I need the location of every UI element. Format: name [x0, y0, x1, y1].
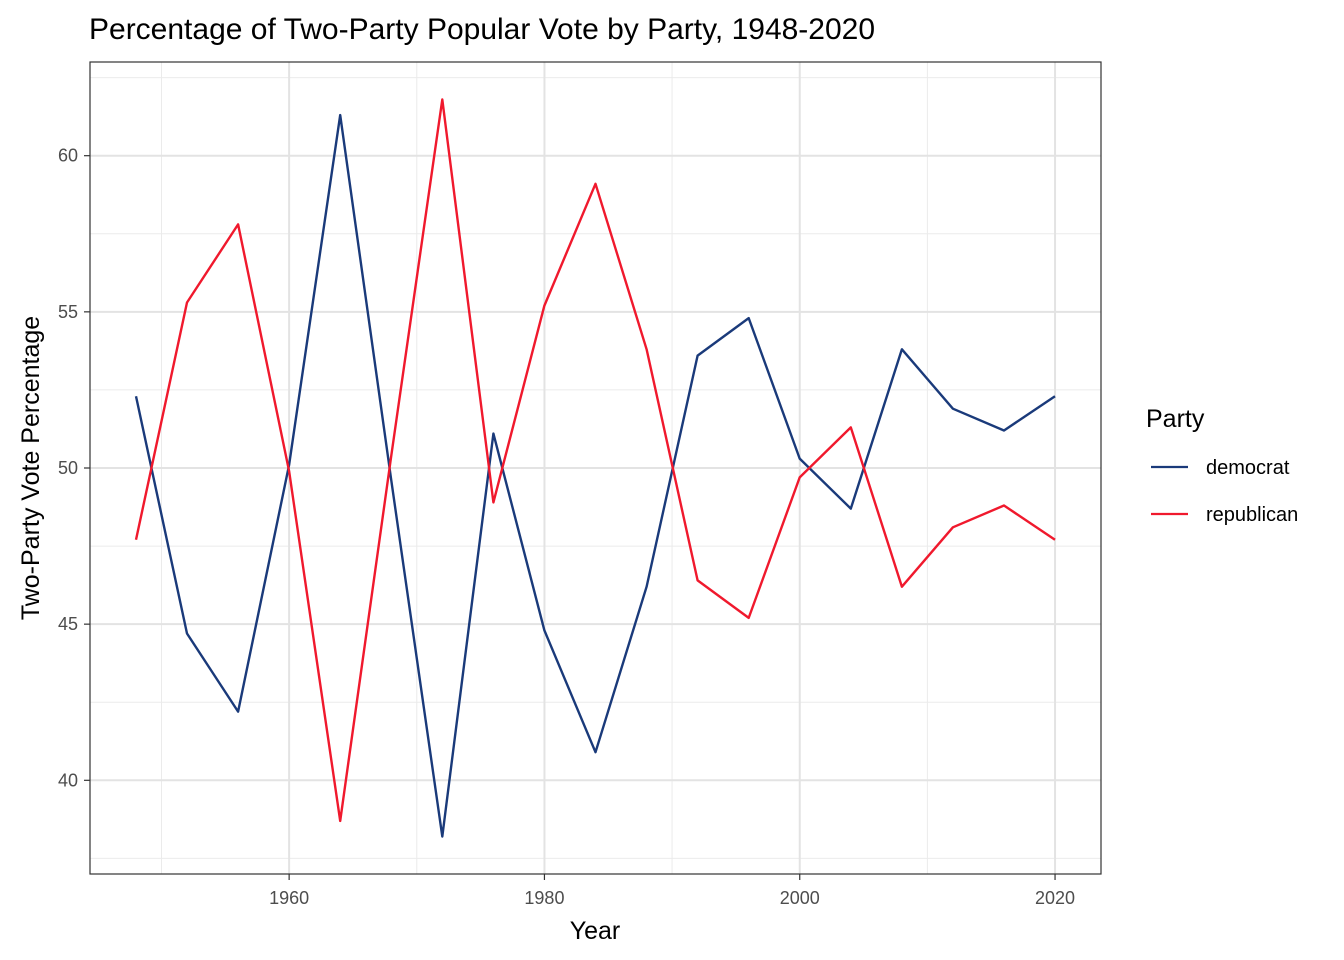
x-axis-title: Year — [570, 917, 621, 945]
y-tick-label: 45 — [58, 614, 78, 634]
y-tick-label: 50 — [58, 458, 78, 478]
x-tick-label: 2020 — [1035, 888, 1075, 908]
x-axis-ticks: 1960 1980 2000 2020 — [269, 874, 1075, 908]
y-axis-title: Two-Party Vote Percentage — [17, 316, 45, 620]
y-axis-ticks: 40 45 50 55 60 — [58, 146, 90, 790]
legend-label-republican: republican — [1206, 504, 1298, 526]
legend: Party democrat republican — [1146, 405, 1298, 526]
chart-title: Percentage of Two-Party Popular Vote by … — [89, 13, 875, 46]
y-tick-label: 55 — [58, 302, 78, 322]
legend-label-democrat: democrat — [1206, 457, 1290, 479]
series-lines — [134, 98, 1056, 838]
x-tick-label: 1960 — [269, 888, 309, 908]
x-tick-label: 2000 — [780, 888, 820, 908]
y-tick-label: 60 — [58, 146, 78, 166]
series-line-republican — [134, 98, 1056, 823]
legend-title: Party — [1146, 405, 1205, 433]
y-tick-label: 40 — [58, 770, 78, 790]
x-tick-label: 1980 — [524, 888, 564, 908]
series-line-democrat — [134, 113, 1056, 838]
